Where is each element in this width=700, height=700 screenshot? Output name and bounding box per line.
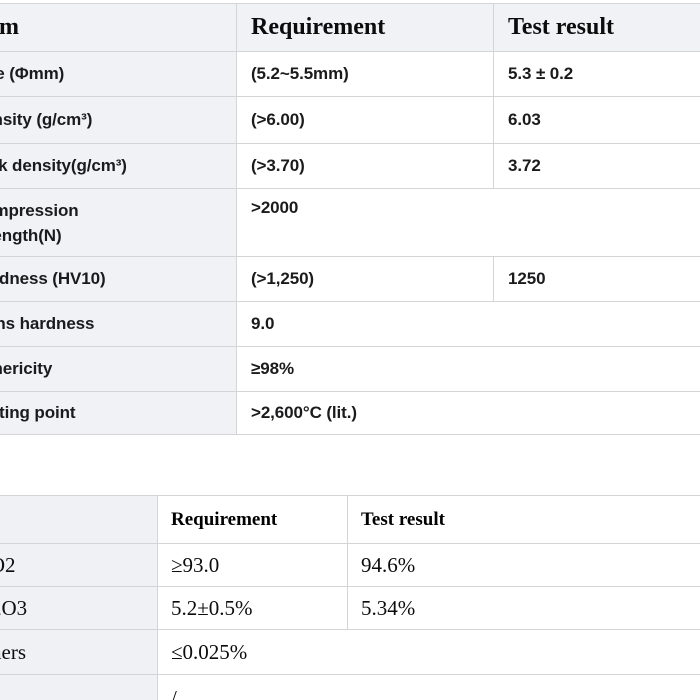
requirement-cell: >2000 <box>236 188 700 257</box>
requirement-cell: ≥98% <box>236 346 700 392</box>
row-label: Bulk density(g/cm³) <box>0 143 237 189</box>
table-row-sphericity: Sphericity ≥98% <box>0 346 700 392</box>
requirement-cell: 5.2±0.5% <box>157 586 348 630</box>
column-header-requirement: Requirement <box>157 495 348 544</box>
test-result-cell: 5.34% <box>347 586 700 630</box>
table-row-hardness: Hardness (HV10) (>1,250) 1250 <box>0 256 700 302</box>
row-label: ZrO2 <box>0 543 158 587</box>
column-header-test-result: Test result <box>347 495 700 544</box>
table-row-mohs-hardness: Mohs hardness 9.0 <box>0 301 700 347</box>
row-label: Size (Φmm) <box>0 51 237 97</box>
test-result-cell: 94.6% <box>347 543 700 587</box>
column-header-item: Item <box>0 3 237 52</box>
table-row-bulk-density: Bulk density(g/cm³) (>3.70) 3.72 <box>0 143 700 189</box>
row-label: Melting point <box>0 391 237 435</box>
requirement-cell: ≥93.0 <box>157 543 348 587</box>
column-header-requirement: Requirement <box>236 3 494 52</box>
row-label: Al2O3 <box>0 586 158 630</box>
row-label: Others <box>0 629 158 675</box>
table-gap <box>0 435 700 495</box>
document-sheet: Item Requirement Test result Size (Φmm) … <box>0 3 700 700</box>
requirement-cell: 9.0 <box>236 301 700 347</box>
column-header-test-result: Test result <box>493 3 700 52</box>
requirement-cell: / <box>157 674 700 700</box>
table-row-size: Size (Φmm) (5.2~5.5mm) 5.3 ± 0.2 <box>0 51 700 97</box>
requirement-cell: (5.2~5.5mm) <box>236 51 494 97</box>
table-row-compression-strength: Compression strength(N) >2000 <box>0 188 700 257</box>
table-row-last: / <box>0 674 700 700</box>
row-label: Density (g/cm³) <box>0 96 237 144</box>
column-header-item <box>0 495 158 544</box>
table-row-density: Density (g/cm³) (>6.00) 6.03 <box>0 96 700 144</box>
test-result-cell: 1250 <box>493 256 700 302</box>
row-label: Sphericity <box>0 346 237 392</box>
row-label: Mohs hardness <box>0 301 237 347</box>
physical-properties-table: Item Requirement Test result Size (Φmm) … <box>0 3 700 435</box>
test-result-cell: 3.72 <box>493 143 700 189</box>
table-header-row: Item Requirement Test result <box>0 3 700 52</box>
requirement-cell: (>6.00) <box>236 96 494 144</box>
row-label <box>0 674 158 700</box>
table-row-others: Others ≤0.025% <box>0 629 700 675</box>
requirement-cell: (>1,250) <box>236 256 494 302</box>
chemical-composition-table: Requirement Test result ZrO2 ≥93.0 94.6%… <box>0 495 700 700</box>
requirement-cell: >2,600°C (lit.) <box>236 391 700 435</box>
test-result-cell: 5.3 ± 0.2 <box>493 51 700 97</box>
table-header-row: Requirement Test result <box>0 495 700 544</box>
table-row-al2o3: Al2O3 5.2±0.5% 5.34% <box>0 586 700 630</box>
table-row-melting-point: Melting point >2,600°C (lit.) <box>0 391 700 435</box>
test-result-cell: 6.03 <box>493 96 700 144</box>
row-label: Compression strength(N) <box>0 188 237 257</box>
requirement-cell: (>3.70) <box>236 143 494 189</box>
table-row-zro2: ZrO2 ≥93.0 94.6% <box>0 543 700 587</box>
row-label: Hardness (HV10) <box>0 256 237 302</box>
requirement-cell: ≤0.025% <box>157 629 700 675</box>
